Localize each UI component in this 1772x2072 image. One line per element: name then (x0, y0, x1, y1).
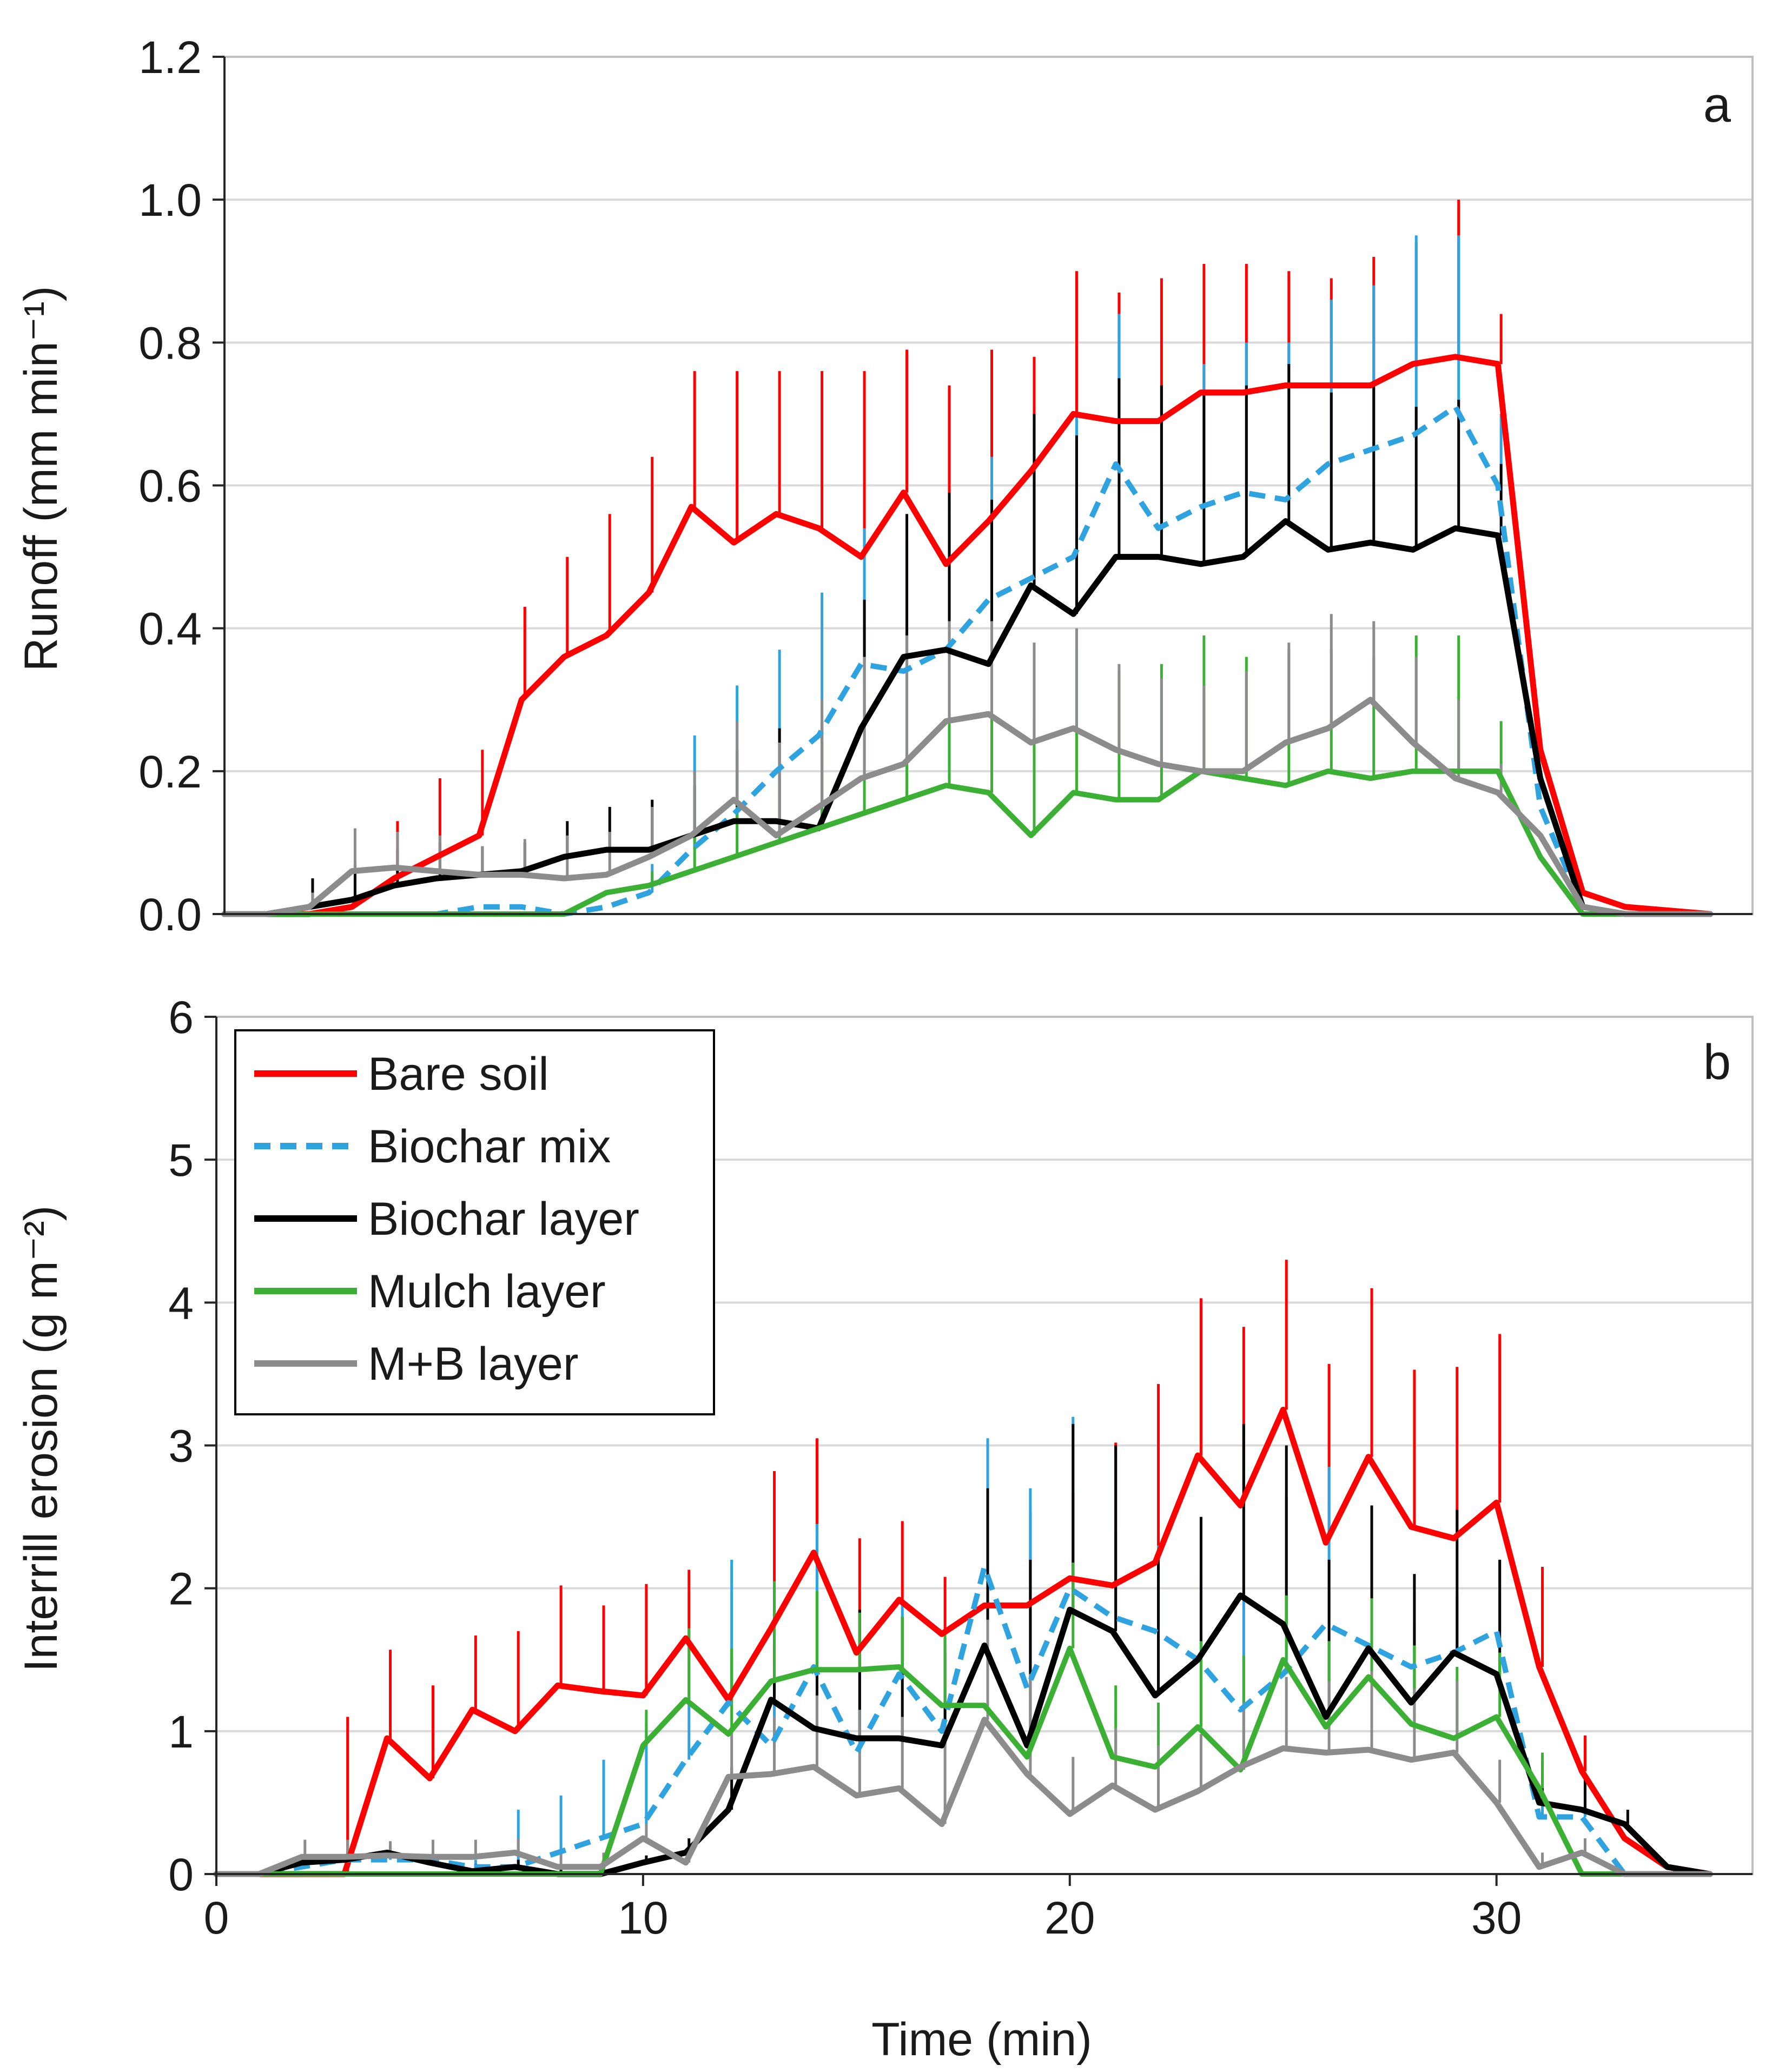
panel-a-label: a (1703, 77, 1731, 133)
panel-a-error-bars (311, 200, 1503, 907)
panel-b-y-tick-label: 3 (168, 1421, 194, 1472)
panel-b-y-tick-label: 5 (168, 1135, 194, 1186)
panel-a-runoff: 0.00.20.40.60.81.01.2 Runoff (mm min⁻¹) … (15, 32, 1754, 940)
panel-a-y-tick-label: 1.0 (138, 175, 202, 226)
panel-b-x-axis-title: Time (min) (871, 2014, 1092, 2066)
panel-b-interrill-erosion: 0 1 2 3 4 5 6 0 10 20 30 Interrill erosion (g m⁻²… (15, 992, 1754, 2066)
panel-b-label: b (1703, 1035, 1731, 1090)
legend-label: M+B layer (368, 1338, 579, 1390)
panel-a-y-tick-label: 1.2 (138, 32, 202, 83)
legend-label: Biochar mix (368, 1121, 611, 1173)
panel-a-y-tick-label: 0.8 (138, 317, 202, 368)
panel-b-series-lines (213, 1406, 1713, 1877)
panel-b-x-ticks: 0 10 20 30 (204, 1874, 1522, 1943)
panel-b-x-tick-label: 10 (618, 1892, 668, 1943)
panel-a-y-tick-label: 0.4 (138, 604, 202, 654)
panel-b-series-m-b-layer (213, 1717, 1713, 1877)
panel-b-y-axis-title: Interrill erosion (g m⁻²) (15, 1206, 67, 1672)
panel-b-y-tick-label: 1 (168, 1706, 194, 1757)
panel-b-series-biochar-mix (216, 1564, 1710, 1877)
panel-a-y-ticks: 0.0 0.2 0.4 0.6 0.8 1.0 1.2 (138, 32, 224, 940)
legend-label: Biochar layer (368, 1193, 639, 1245)
panel-b-legend: Bare soil Biochar mix Biochar layer Mulch l… (234, 1029, 715, 1415)
panel-a-series-bare-soil (221, 354, 1714, 917)
panel-a-series-biochar-mix (224, 404, 1710, 917)
panel-b-y-tick-label: 0 (168, 1849, 194, 1900)
panel-b-y-ticks: 0 1 2 3 4 5 6 (168, 992, 216, 1900)
legend-label: Bare soil (368, 1048, 549, 1100)
legend-box (234, 1029, 715, 1415)
panel-b-y-tick-label: 6 (168, 992, 194, 1043)
panel-a-y-axis-title: Runoff (mm min⁻¹) (15, 286, 67, 672)
panel-b-x-tick-label: 20 (1044, 1892, 1095, 1943)
panel-b-y-tick-label: 2 (168, 1564, 194, 1614)
legend-label: Mulch layer (368, 1266, 606, 1318)
panel-a-y-tick-label: 0.2 (138, 746, 202, 797)
panel-b-x-tick-label: 0 (204, 1892, 229, 1943)
panel-a-y-tick-label: 0.0 (138, 889, 202, 940)
panel-b-y-tick-label: 4 (168, 1277, 194, 1328)
panel-b-series-bare-soil (213, 1406, 1713, 1877)
panel-a-y-tick-label: 0.6 (138, 461, 202, 512)
panel-a-series-m-b-layer (221, 697, 1714, 917)
panel-b-x-tick-label: 30 (1471, 1892, 1522, 1943)
panel-b-series-biochar-layer (213, 1592, 1713, 1877)
